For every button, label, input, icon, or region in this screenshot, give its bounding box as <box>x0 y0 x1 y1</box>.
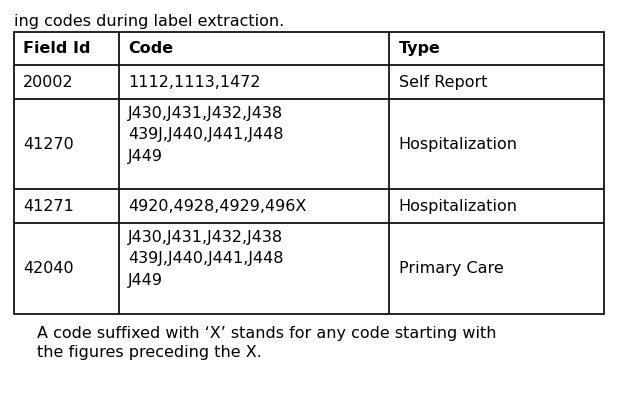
Text: Type: Type <box>399 41 441 57</box>
Text: 42040: 42040 <box>23 261 74 276</box>
Text: 1112,1113,1472: 1112,1113,1472 <box>128 74 260 90</box>
Text: J430,J431,J432,J438
439J,J440,J441,J448
J449: J430,J431,J432,J438 439J,J440,J441,J448 … <box>128 106 284 164</box>
Text: Hospitalization: Hospitalization <box>399 137 518 152</box>
Text: Field Id: Field Id <box>23 41 90 57</box>
Text: ing codes during label extraction.: ing codes during label extraction. <box>14 14 284 29</box>
Text: 4920,4928,4929,496X: 4920,4928,4929,496X <box>128 198 307 214</box>
Bar <box>14 32 604 314</box>
Text: Code: Code <box>128 41 173 57</box>
Text: 41270: 41270 <box>23 137 74 152</box>
Text: 41271: 41271 <box>23 198 74 214</box>
Text: Primary Care: Primary Care <box>399 261 503 276</box>
Text: A code suffixed with ‘X’ stands for any code starting with
the figures preceding: A code suffixed with ‘X’ stands for any … <box>37 326 497 360</box>
Text: Self Report: Self Report <box>399 74 487 90</box>
Text: 20002: 20002 <box>23 74 74 90</box>
Text: J430,J431,J432,J438
439J,J440,J441,J448
J449: J430,J431,J432,J438 439J,J440,J441,J448 … <box>128 230 284 288</box>
Text: Hospitalization: Hospitalization <box>399 198 518 214</box>
